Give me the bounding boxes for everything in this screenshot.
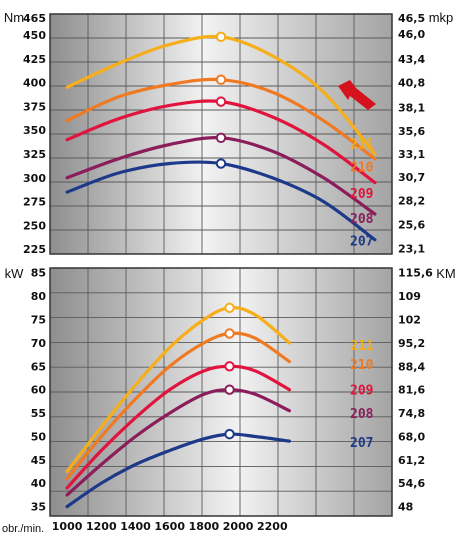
peak-marker-210 (215, 74, 227, 85)
right-tick-label: 38,1 (398, 101, 425, 114)
red-arrow-icon (338, 80, 376, 110)
peak-marker-207 (215, 158, 227, 169)
left-tick-label: 275 (23, 196, 46, 209)
peak-marker-210 (224, 328, 235, 339)
left-tick-label: 250 (23, 219, 46, 232)
right-tick-label: 25,6 (398, 218, 425, 231)
series-line-208 (65, 388, 291, 497)
left-tick-label: 85 (31, 267, 46, 280)
left-tick-label: 325 (23, 148, 46, 161)
peak-marker-207 (224, 428, 235, 440)
right-tick-label: 95,2 (398, 337, 425, 350)
torque-panel: Nm mkp 225 250 275 300 325 350 375 400 425 450 465 23… (4, 10, 453, 256)
series-line-210 (65, 331, 291, 481)
right-tick-label: 61,2 (398, 454, 425, 467)
series-line-211 (65, 306, 291, 474)
peak-marker-208 (224, 384, 235, 395)
left-axis-unit: Nm (4, 10, 24, 25)
right-tick-label: 40,8 (398, 77, 425, 90)
right-tick-label: 54,6 (398, 477, 425, 490)
right-tick-label: 46,0 (398, 28, 425, 41)
plot-frame (49, 267, 393, 517)
left-tick-label: 45 (31, 454, 46, 467)
peak-marker-211 (215, 31, 227, 43)
series-label-211: 211 (350, 339, 374, 354)
left-tick-label: 70 (31, 337, 47, 350)
right-tick-label: 23,1 (398, 242, 425, 255)
right-tick-label: 33,1 (398, 148, 425, 161)
right-tick-label: 43,4 (398, 53, 425, 66)
left-tick-label: 35 (31, 501, 46, 514)
x-axis-label: obr./min. (2, 523, 44, 534)
left-axis-unit: kW (5, 266, 25, 281)
left-tick-label: 225 (23, 243, 46, 256)
series-label-208: 208 (350, 212, 374, 227)
series-label-209: 209 (350, 384, 373, 399)
series-label-210: 210 (350, 160, 374, 175)
left-tick-label: 465 (23, 12, 46, 25)
peak-marker-209 (224, 361, 235, 372)
left-tick-label: 450 (23, 29, 46, 42)
right-tick-label: 48 (398, 501, 413, 514)
peak-marker-209 (215, 96, 227, 107)
right-tick-label: 68,0 (398, 430, 425, 443)
left-tick-label: 40 (31, 477, 47, 490)
left-tick-label: 50 (31, 430, 47, 443)
power-panel: kW KM 35 40 45 50 55 60 65 70 75 80 85 48 54,6 61,2 68,0… (2, 266, 456, 534)
right-tick-label: 102 (398, 313, 421, 326)
left-tick-label: 65 (31, 360, 46, 373)
left-tick-label: 60 (31, 384, 47, 397)
left-tick-label: 75 (31, 313, 46, 326)
x-tick-label: 2200 (257, 520, 288, 533)
plot-frame (49, 13, 393, 255)
series-label-210: 210 (350, 358, 374, 373)
series-label-208: 208 (350, 407, 374, 422)
left-tick-label: 300 (23, 172, 46, 185)
right-tick-label: 35,6 (398, 125, 425, 138)
x-tick-label: 2000 (223, 520, 254, 533)
right-tick-label: 81,6 (398, 384, 425, 397)
right-axis-unit: mkp (429, 10, 454, 25)
right-tick-label: 109 (398, 290, 421, 303)
right-tick-label: 46,5 (398, 12, 425, 25)
peak-marker-208 (215, 132, 227, 144)
right-tick-label: 115,6 (398, 267, 433, 280)
left-tick-label: 425 (23, 53, 46, 66)
left-tick-label: 375 (23, 100, 46, 113)
left-tick-label: 400 (23, 77, 46, 90)
x-tick-label: 1000 (52, 520, 83, 533)
x-tick-label: 1200 (86, 520, 117, 533)
left-tick-label: 55 (31, 407, 46, 420)
peak-marker-211 (224, 302, 235, 313)
series-label-207: 207 (350, 235, 373, 250)
x-tick-label: 1600 (154, 520, 185, 533)
series-label-207: 207 (350, 436, 373, 451)
x-tick-label: 1800 (189, 520, 220, 533)
right-tick-label: 74,8 (398, 407, 425, 420)
series-label-211: 211 (350, 138, 374, 153)
left-tick-label: 80 (31, 290, 47, 303)
left-tick-label: 350 (23, 124, 46, 137)
right-axis-unit: KM (436, 266, 456, 281)
right-tick-label: 28,2 (398, 195, 425, 208)
x-tick-label: 1400 (120, 520, 151, 533)
series-line-209 (65, 364, 291, 490)
series-line-207 (65, 432, 291, 509)
series-label-209: 209 (350, 187, 373, 202)
right-tick-label: 88,4 (398, 360, 425, 373)
right-tick-label: 30,7 (398, 171, 425, 184)
